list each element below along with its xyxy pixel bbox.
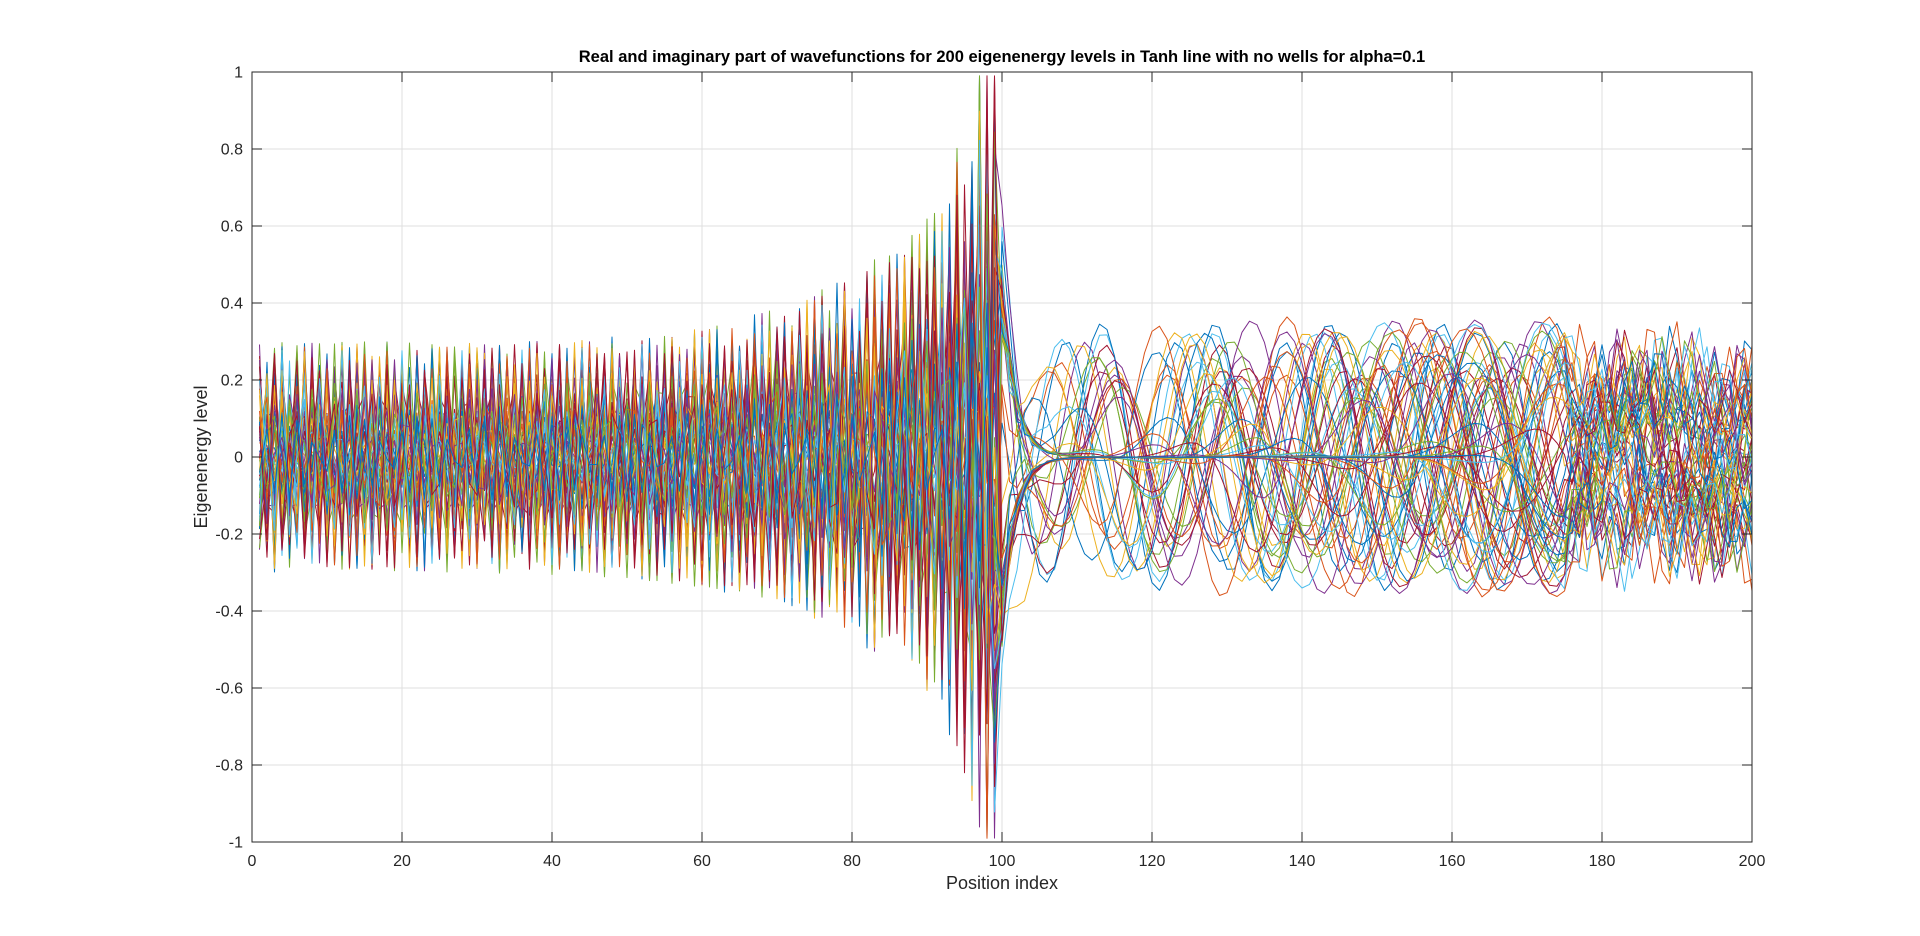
- y-tick-label: 1: [234, 65, 243, 82]
- x-axis-label: Position index: [946, 873, 1058, 893]
- x-tick-label: 200: [1739, 853, 1766, 870]
- x-tick-label: 80: [843, 853, 861, 870]
- x-tick-label: 140: [1289, 853, 1316, 870]
- chart-title: Real and imaginary part of wavefunctions…: [579, 48, 1425, 66]
- y-tick-label: -0.6: [215, 681, 243, 698]
- y-tick-label: -0.8: [215, 758, 243, 775]
- x-tick-label: 60: [693, 853, 711, 870]
- x-tick-label: 20: [393, 853, 411, 870]
- y-tick-label: 0.6: [221, 219, 243, 236]
- x-tick-label: 40: [543, 853, 561, 870]
- wavefunction-line: [259, 193, 1752, 661]
- wavefunction-line: [259, 205, 1752, 839]
- y-tick-label: -0.4: [215, 604, 243, 621]
- y-tick-label: -1: [229, 835, 243, 852]
- y-tick-label: 0.4: [221, 296, 243, 313]
- y-tick-label: 0.2: [221, 373, 243, 390]
- x-tick-label: 100: [989, 853, 1016, 870]
- x-tick-label: 180: [1589, 853, 1616, 870]
- x-tick-label: 120: [1139, 853, 1166, 870]
- y-tick-label: 0: [234, 450, 243, 467]
- wavefunction-line: [259, 330, 1752, 607]
- y-tick-labels: -1 -0.8 -0.6 -0.4 -0.2 0 0.2 0.4 0.6 0.8 1: [215, 65, 243, 852]
- y-tick-label: -0.2: [215, 527, 243, 544]
- x-tick-label: 0: [248, 853, 257, 870]
- tick-marks: [251, 71, 1753, 843]
- series-group: [259, 75, 1752, 839]
- x-tick-labels: 0 20 40 60 80 100 120 140 160 180 200: [248, 853, 1766, 870]
- wavefunction-line: [259, 322, 1752, 589]
- x-tick-label: 160: [1439, 853, 1466, 870]
- y-tick-label: 0.8: [221, 142, 243, 159]
- y-axis-label: Eigenenergy level: [191, 385, 211, 528]
